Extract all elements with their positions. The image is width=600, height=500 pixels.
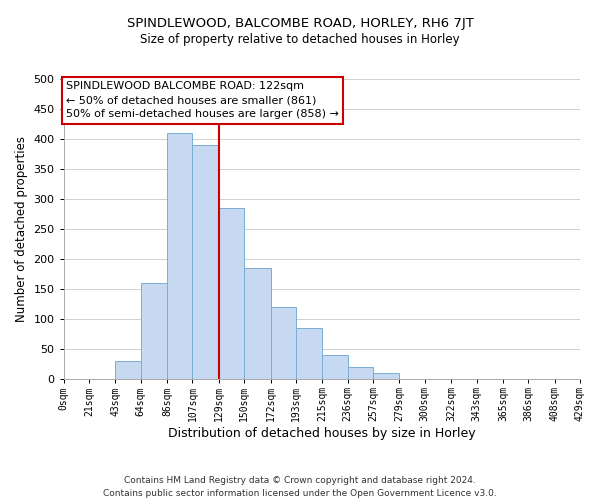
Y-axis label: Number of detached properties: Number of detached properties [15, 136, 28, 322]
Bar [322, 355, 348, 380]
Text: Contains HM Land Registry data © Crown copyright and database right 2024.
Contai: Contains HM Land Registry data © Crown c… [103, 476, 497, 498]
X-axis label: Distribution of detached houses by size in Horley: Distribution of detached houses by size … [168, 427, 476, 440]
Bar [141, 283, 167, 380]
Text: Size of property relative to detached houses in Horley: Size of property relative to detached ho… [140, 32, 460, 46]
Bar [296, 328, 322, 380]
Bar [167, 133, 193, 380]
Bar [219, 208, 244, 380]
Text: SPINDLEWOOD, BALCOMBE ROAD, HORLEY, RH6 7JT: SPINDLEWOOD, BALCOMBE ROAD, HORLEY, RH6 … [127, 18, 473, 30]
Bar [193, 145, 219, 380]
Bar [271, 307, 296, 380]
Bar [115, 361, 141, 380]
Bar [244, 268, 271, 380]
Bar [348, 367, 373, 380]
Bar [373, 373, 400, 380]
Text: SPINDLEWOOD BALCOMBE ROAD: 122sqm
← 50% of detached houses are smaller (861)
50%: SPINDLEWOOD BALCOMBE ROAD: 122sqm ← 50% … [66, 82, 339, 120]
